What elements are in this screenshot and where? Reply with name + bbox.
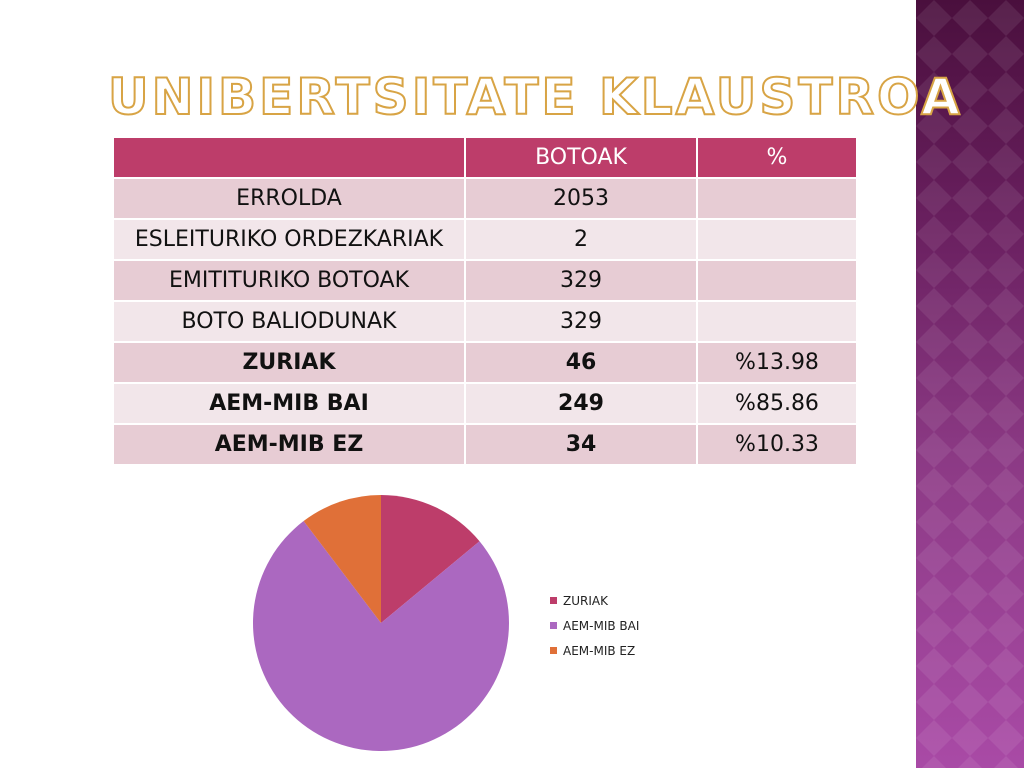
header-cell-percent: %	[698, 138, 856, 177]
pie-chart	[253, 495, 509, 751]
chart-legend: ZURIAK AEM-MIB BAI AEM-MIB EZ	[550, 588, 639, 663]
table-row: AEM-MIB BAI 249 %85.86	[114, 384, 856, 423]
row-label: ESLEITURIKO ORDEZKARIAK	[114, 220, 464, 259]
row-label: BOTO BALIODUNAK	[114, 302, 464, 341]
row-percent: %85.86	[698, 384, 856, 423]
table-row: BOTO BALIODUNAK 329	[114, 302, 856, 341]
table-row: AEM-MIB EZ 34 %10.33	[114, 425, 856, 464]
table-row: ESLEITURIKO ORDEZKARIAK 2	[114, 220, 856, 259]
pie-slice-bai	[253, 521, 509, 751]
pie-slice-zuriak	[381, 495, 480, 623]
table-header-row: BOTOAK %	[114, 138, 856, 177]
row-label: AEM-MIB EZ	[114, 425, 464, 464]
row-votes: 2053	[466, 179, 696, 218]
decorative-side-panel	[913, 0, 1024, 768]
pie-slice-ez	[303, 495, 381, 623]
row-label: AEM-MIB BAI	[114, 384, 464, 423]
row-percent	[698, 220, 856, 259]
table-row: ZURIAK 46 %13.98	[114, 343, 856, 382]
legend-swatch-ez	[550, 647, 557, 654]
row-percent: %10.33	[698, 425, 856, 464]
legend-item-zuriak: ZURIAK	[550, 588, 639, 613]
table-row: ERROLDA 2053	[114, 179, 856, 218]
legend-label: AEM-MIB BAI	[563, 618, 640, 633]
legend-swatch-bai	[550, 622, 557, 629]
row-votes: 329	[466, 261, 696, 300]
legend-label: AEM-MIB EZ	[563, 643, 636, 658]
row-percent: %13.98	[698, 343, 856, 382]
row-percent	[698, 179, 856, 218]
diamond-pattern	[916, 0, 1024, 768]
row-votes: 329	[466, 302, 696, 341]
header-cell-label	[114, 138, 464, 177]
legend-item-ez: AEM-MIB EZ	[550, 638, 639, 663]
slide-title: UNIBERTSITATE KLAUSTROA	[107, 67, 963, 127]
legend-item-bai: AEM-MIB BAI	[550, 613, 639, 638]
legend-swatch-zuriak	[550, 597, 557, 604]
row-votes: 34	[466, 425, 696, 464]
header-cell-votes: BOTOAK	[466, 138, 696, 177]
row-label: EMITITURIKO BOTOAK	[114, 261, 464, 300]
row-votes: 249	[466, 384, 696, 423]
table-row: EMITITURIKO BOTOAK 329	[114, 261, 856, 300]
legend-label: ZURIAK	[563, 593, 608, 608]
row-percent	[698, 261, 856, 300]
row-label: ZURIAK	[114, 343, 464, 382]
row-votes: 46	[466, 343, 696, 382]
side-panel-divider	[913, 0, 916, 768]
results-table: BOTOAK % ERROLDA 2053 ESLEITURIKO ORDEZK…	[112, 136, 858, 466]
row-percent	[698, 302, 856, 341]
row-votes: 2	[466, 220, 696, 259]
row-label: ERROLDA	[114, 179, 464, 218]
